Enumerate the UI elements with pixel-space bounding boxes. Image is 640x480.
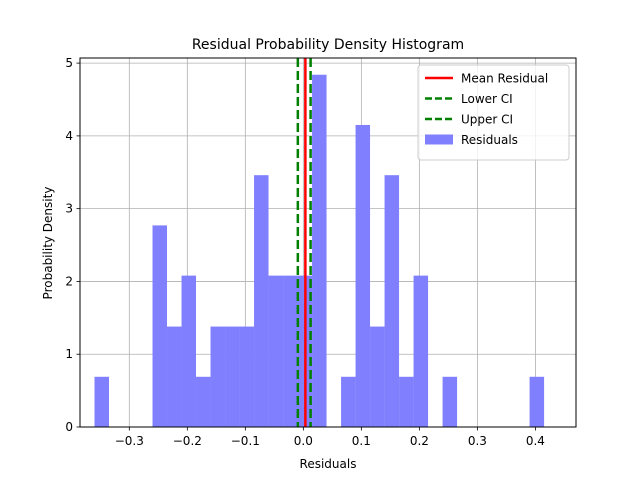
x-tick-label: 0.4	[526, 434, 545, 448]
histogram-bar	[529, 376, 545, 427]
legend: Mean Residual Lower CI Upper CI Residuals	[417, 64, 570, 161]
histogram-bar	[196, 376, 211, 427]
y-tick-label: 1	[65, 347, 73, 361]
histogram-bar	[399, 376, 414, 427]
histogram-bar	[167, 326, 182, 427]
x-axis-label: Residuals	[300, 457, 357, 471]
y-tick-label: 4	[65, 129, 73, 143]
histogram-bar	[370, 326, 385, 427]
histogram-bar	[283, 275, 298, 427]
histogram-bar	[442, 376, 458, 427]
chart-title: Residual Probability Density Histogram	[192, 37, 464, 53]
histogram-bar	[384, 175, 400, 427]
histogram-bar	[94, 376, 110, 427]
legend-label: Lower CI	[461, 92, 513, 106]
x-tick-label: 0.3	[468, 434, 487, 448]
histogram-bar	[341, 376, 356, 427]
legend-label: Mean Residual	[461, 72, 548, 86]
histogram-bar	[152, 225, 168, 427]
histogram-bars	[94, 74, 545, 427]
y-tick-label: 3	[65, 202, 73, 216]
x-tick-label: −0.3	[115, 434, 144, 448]
histogram-bar	[181, 275, 197, 427]
x-tick-label: 0.1	[352, 434, 371, 448]
y-tick-label: 0	[65, 420, 73, 434]
legend-label: Residuals	[461, 133, 518, 147]
axes-frame	[79, 57, 577, 428]
histogram-bar	[413, 275, 429, 427]
x-tick-label: 0.0	[294, 434, 313, 448]
histogram-bar	[225, 326, 240, 427]
legend-swatch	[425, 134, 453, 145]
legend-label: Upper CI	[461, 113, 513, 127]
y-axis-label: Probability Density	[41, 187, 55, 300]
x-tick-label: 0.2	[410, 434, 429, 448]
histogram-bar	[254, 175, 269, 427]
legend-box	[417, 64, 570, 161]
x-tick-label: −0.1	[231, 434, 260, 448]
histogram-bar	[210, 326, 226, 427]
axis-ticks: −0.3 −0.2 −0.1 0.0 0.1 0.2 0.3 0.4 0 1 2 3 4 5	[65, 56, 545, 448]
y-tick-label: 5	[65, 56, 73, 70]
y-tick-label: 2	[65, 274, 73, 288]
histogram-bar	[268, 275, 284, 427]
reference-lines	[296, 58, 312, 427]
histogram-bar	[239, 326, 255, 427]
x-tick-label: −0.2	[173, 434, 202, 448]
histogram-bar	[312, 74, 327, 427]
histogram-bar	[355, 124, 371, 427]
